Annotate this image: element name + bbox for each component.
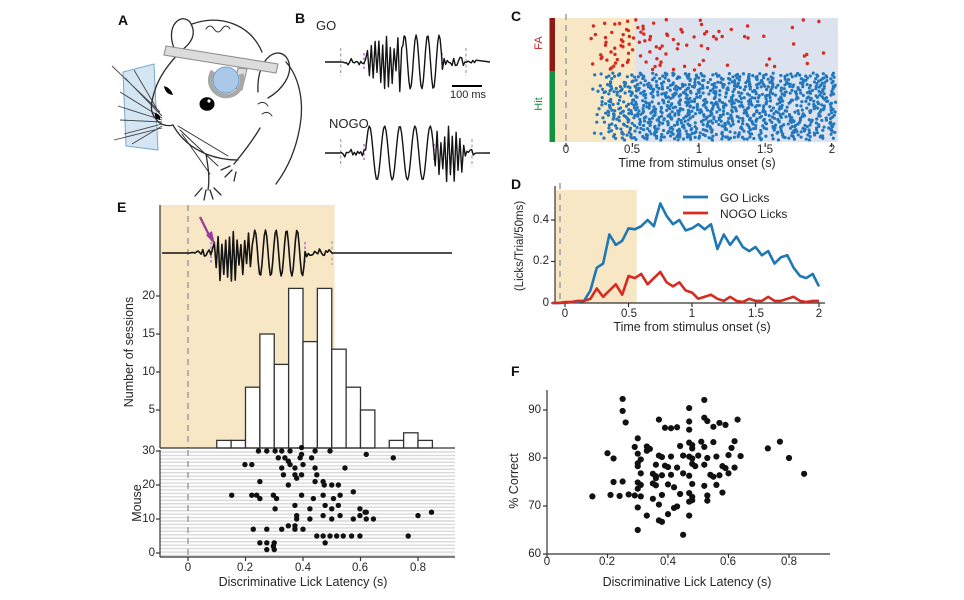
mouse-illustration xyxy=(111,18,303,201)
e-xtick-06: 0.6 xyxy=(352,562,368,574)
panel-e-label: E xyxy=(117,199,127,215)
e-hist-ytick-15: 15 xyxy=(142,328,155,340)
f-xtick-06: 0.6 xyxy=(720,556,736,568)
stimulus-waveforms-plot xyxy=(325,34,491,183)
d-xtick-1: 1 xyxy=(688,308,696,320)
legend-go-licks: GO Licks xyxy=(720,191,770,205)
e-hist-ytick-10: 10 xyxy=(142,366,155,378)
panel-d-label: D xyxy=(511,176,522,192)
c-xtick-0: 0 xyxy=(562,144,570,156)
c-xtick-1: 1 xyxy=(695,144,703,156)
f-ytick-90: 90 xyxy=(528,404,541,416)
e-xtick-04: 0.4 xyxy=(295,562,311,574)
d-xtick-0: 0 xyxy=(561,308,569,320)
latency-histogram-plot xyxy=(156,205,455,561)
cranial-window xyxy=(212,66,240,94)
c-xaxis-title: Time from stimulus onset (s) xyxy=(618,156,776,170)
lick-psth-plot xyxy=(551,183,825,307)
d-xtick-15: 1.5 xyxy=(748,308,764,320)
d-xtick-05: 0.5 xyxy=(621,308,637,320)
f-xtick-04: 0.4 xyxy=(660,556,676,568)
nogo-trace-label: NOGO xyxy=(329,116,369,131)
performance-scatter-plot xyxy=(543,390,830,558)
lick-raster-plot xyxy=(549,14,838,147)
scalebar-label: 100 ms xyxy=(449,89,487,101)
panel-a-label: A xyxy=(118,12,129,28)
mouse-nose xyxy=(154,113,161,120)
mouse-eye xyxy=(199,97,215,111)
headbar xyxy=(163,45,279,74)
eye-highlight xyxy=(207,99,211,103)
far-eye xyxy=(164,86,173,95)
f-ytick-60: 60 xyxy=(528,548,541,560)
c-xtick-05: 0.5 xyxy=(624,144,640,156)
d-ytick-0: 0 xyxy=(542,297,549,309)
panel-c-label: C xyxy=(511,8,522,24)
panel-f-label: F xyxy=(511,363,520,379)
c-xtick-15: 1.5 xyxy=(757,144,773,156)
e-mouse-ytick-20: 20 xyxy=(142,479,155,491)
e-xtick-0: 0 xyxy=(184,562,192,574)
f-xtick-08: 0.8 xyxy=(781,556,797,568)
f-xtick-0: 0 xyxy=(543,556,551,568)
f-ytick-80: 80 xyxy=(528,452,541,464)
e-hist-ytick-5: 5 xyxy=(148,404,155,416)
e-mouse-ytick-30: 30 xyxy=(142,445,155,457)
d-ytick-02: 0.2 xyxy=(533,255,549,267)
whiskers xyxy=(111,65,163,145)
f-ytick-70: 70 xyxy=(528,500,541,512)
e-mouse-ytick-0: 0 xyxy=(148,547,155,559)
e-mouse-ytick-10: 10 xyxy=(142,513,155,525)
d-xaxis-title: Time from stimulus onset (s) xyxy=(613,320,771,334)
go-trace-label: GO xyxy=(316,18,337,33)
e-xtick-08: 0.8 xyxy=(410,562,426,574)
f-xaxis-title: Discriminative Lick Latency (s) xyxy=(602,575,772,589)
c-xtick-2: 2 xyxy=(828,144,836,156)
d-xtick-2: 2 xyxy=(815,308,823,320)
d-ytick-04: 0.4 xyxy=(533,214,549,226)
e-xtick-02: 0.2 xyxy=(237,562,253,574)
window-ring xyxy=(207,69,245,99)
f-xtick-02: 0.2 xyxy=(599,556,615,568)
e-xaxis-title: Discriminative Lick Latency (s) xyxy=(218,575,388,589)
mouse-outline xyxy=(150,18,303,201)
panel-b-label: B xyxy=(295,10,306,26)
e-hist-ytick-20: 20 xyxy=(142,290,155,302)
legend-nogo-licks: NOGO Licks xyxy=(720,207,788,221)
